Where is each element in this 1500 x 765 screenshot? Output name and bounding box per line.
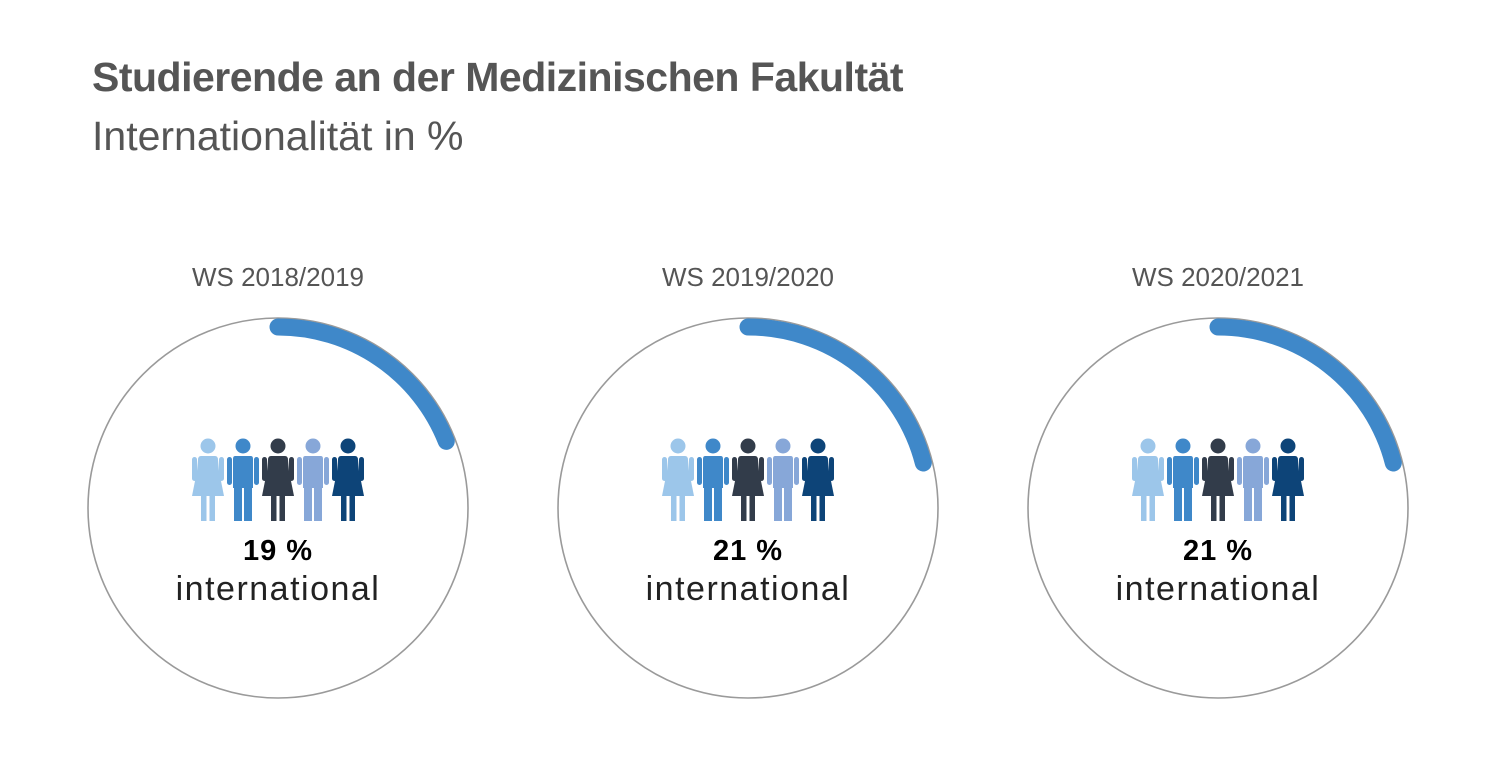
woman-icon — [1202, 438, 1234, 521]
donut-panel-2: WS 2020/2021 — [1018, 258, 1418, 728]
value-arc — [739, 318, 932, 472]
period-label: WS 2020/2021 — [1131, 262, 1304, 292]
period-label: WS 2019/2020 — [661, 262, 834, 292]
chart-subtitle: Internationalität in % — [92, 113, 464, 159]
people-icons — [1018, 438, 1418, 522]
donut-panel-1: WS 2019/2020 — [548, 258, 948, 728]
woman-icon — [802, 438, 834, 521]
international-label: international — [1115, 570, 1321, 608]
period-label: WS 2018/2019 — [191, 262, 364, 292]
woman-icon — [662, 438, 694, 521]
woman-icon — [332, 438, 364, 521]
woman-icon — [732, 438, 764, 521]
man-icon — [227, 438, 259, 521]
donut-chart — [1027, 317, 1409, 699]
value-arc — [1209, 318, 1402, 472]
man-icon — [697, 438, 729, 521]
woman-icon — [262, 438, 294, 521]
man-icon — [297, 438, 329, 521]
donut-chart — [87, 317, 469, 699]
people-icons — [548, 438, 948, 522]
man-icon — [1167, 438, 1199, 521]
ring-track — [87, 317, 469, 699]
international-label: international — [645, 570, 851, 608]
man-icon — [1237, 438, 1269, 521]
chart-title: Studierende an der Medizinischen Fakultä… — [92, 54, 904, 100]
man-icon — [767, 438, 799, 521]
woman-icon — [192, 438, 224, 521]
donut-panel-0: WS 2018/2019 — [78, 258, 478, 728]
woman-icon — [1132, 438, 1164, 521]
percentage-value: 19 % — [242, 535, 314, 567]
people-icons — [78, 438, 478, 522]
value-arc — [269, 318, 455, 450]
percentage-value: 21 % — [712, 535, 784, 567]
ring-track — [1027, 317, 1409, 699]
international-label: international — [175, 570, 381, 608]
percentage-value: 21 % — [1182, 535, 1254, 567]
woman-icon — [1272, 438, 1304, 521]
ring-track — [557, 317, 939, 699]
donut-chart — [557, 317, 939, 699]
